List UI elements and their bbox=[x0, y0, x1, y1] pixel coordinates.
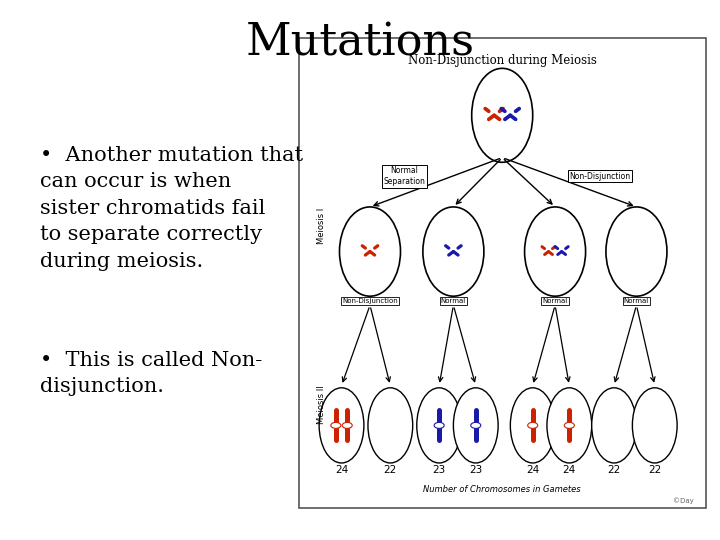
Text: Non-Disjunction: Non-Disjunction bbox=[342, 298, 398, 304]
Ellipse shape bbox=[525, 207, 585, 296]
Ellipse shape bbox=[340, 207, 400, 296]
Ellipse shape bbox=[547, 388, 592, 463]
Text: Mutations: Mutations bbox=[246, 22, 474, 65]
Text: Normal: Normal bbox=[542, 298, 567, 304]
Text: Normal: Normal bbox=[624, 298, 649, 304]
Ellipse shape bbox=[606, 207, 667, 296]
Ellipse shape bbox=[417, 388, 462, 463]
Text: 22: 22 bbox=[608, 465, 621, 475]
Text: ©Day: ©Day bbox=[672, 497, 693, 504]
Text: Meiosis II: Meiosis II bbox=[317, 385, 325, 423]
Ellipse shape bbox=[632, 388, 677, 463]
Text: •  This is called Non-
disjunction.: • This is called Non- disjunction. bbox=[40, 351, 262, 396]
Ellipse shape bbox=[528, 422, 538, 428]
Ellipse shape bbox=[342, 422, 352, 428]
Text: 22: 22 bbox=[384, 465, 397, 475]
Bar bbox=[299, 38, 706, 508]
Text: 24: 24 bbox=[563, 465, 576, 475]
Text: Non-Disjunction: Non-Disjunction bbox=[570, 172, 631, 181]
Ellipse shape bbox=[454, 388, 498, 463]
Text: 23: 23 bbox=[469, 465, 482, 475]
Text: 22: 22 bbox=[648, 465, 662, 475]
Ellipse shape bbox=[330, 422, 341, 428]
Text: 24: 24 bbox=[526, 465, 539, 475]
Ellipse shape bbox=[434, 422, 444, 428]
Text: 24: 24 bbox=[335, 465, 348, 475]
Text: Normal
Separation: Normal Separation bbox=[384, 166, 426, 186]
Ellipse shape bbox=[564, 422, 575, 428]
Text: Meiosis I: Meiosis I bbox=[317, 207, 325, 244]
Text: •  Another mutation that
can occur is when
sister chromatids fail
to separate co: • Another mutation that can occur is whe… bbox=[40, 146, 302, 271]
Ellipse shape bbox=[471, 422, 481, 428]
Text: Number of Chromosomes in Gametes: Number of Chromosomes in Gametes bbox=[423, 485, 581, 494]
Text: 23: 23 bbox=[433, 465, 446, 475]
Ellipse shape bbox=[472, 69, 533, 163]
Text: Non-Disjunction during Meiosis: Non-Disjunction during Meiosis bbox=[408, 54, 597, 68]
Ellipse shape bbox=[319, 388, 364, 463]
Ellipse shape bbox=[368, 388, 413, 463]
Ellipse shape bbox=[423, 207, 484, 296]
Ellipse shape bbox=[510, 388, 555, 463]
Ellipse shape bbox=[592, 388, 636, 463]
Text: Normal: Normal bbox=[441, 298, 466, 304]
